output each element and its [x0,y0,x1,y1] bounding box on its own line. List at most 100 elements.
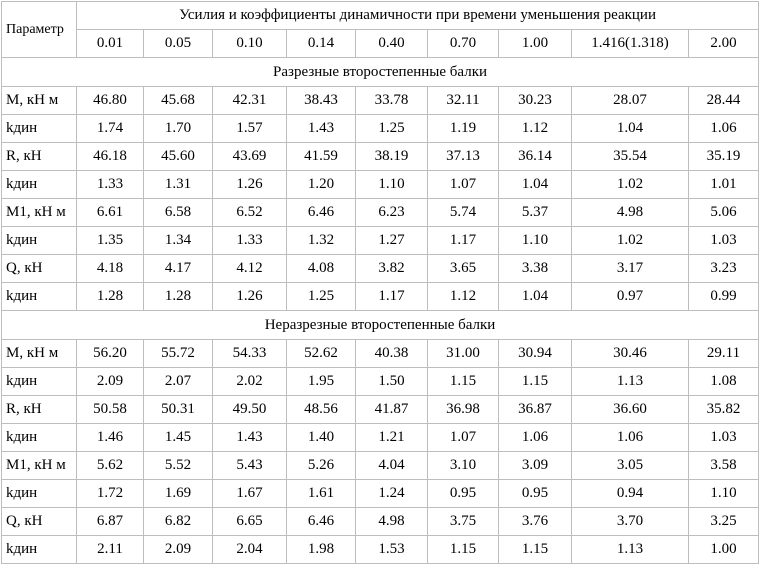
value-cell: 37.13 [427,142,499,171]
value-cell: 1.15 [498,535,572,564]
value-cell: 3.70 [571,507,689,536]
time-header-cell: 0.70 [427,29,499,58]
value-cell: 3.58 [687,451,760,480]
table-title: Усилия и коэффициенты динамичности при в… [75,1,760,30]
value-cell: 48.56 [286,395,356,424]
value-cell: 3.65 [427,254,499,283]
value-cell: 4.04 [355,451,428,480]
value-cell: 2.09 [143,535,213,564]
param-cell: M1, кН м [1,451,77,480]
value-cell: 35.82 [687,395,760,424]
param-cell: M, кН м [1,86,77,115]
value-cell: 46.18 [76,142,144,171]
table-row: kдин 1.46 1.45 1.43 1.40 1.21 1.07 1.06 1.06 1.03 [1,423,760,452]
value-cell: 3.82 [355,254,428,283]
value-cell: 36.14 [498,142,572,171]
value-cell: 1.06 [687,114,760,143]
param-cell: kдин [1,226,77,255]
value-cell: 1.13 [571,535,689,564]
value-cell: 31.00 [427,339,499,368]
value-cell: 1.15 [498,367,572,396]
value-cell: 1.33 [76,170,144,199]
value-cell: 1.67 [212,479,287,508]
value-cell: 1.25 [355,114,428,143]
value-cell: 4.98 [355,507,428,536]
table-row: kдин 1.35 1.34 1.33 1.32 1.27 1.17 1.10 1.02 1.03 [1,226,760,255]
value-cell: 36.60 [571,395,689,424]
value-cell: 6.46 [286,198,356,227]
value-cell: 45.60 [143,142,213,171]
value-cell: 1.12 [498,114,572,143]
param-column-header: Параметр [1,1,77,58]
time-header-cell: 1.00 [498,29,572,58]
value-cell: 30.23 [498,86,572,115]
value-cell: 1.95 [286,367,356,396]
value-cell: 0.95 [427,479,499,508]
value-cell: 1.07 [427,170,499,199]
value-cell: 1.26 [212,170,287,199]
section-title: Неразрезные второстепенные балки [0,310,760,340]
value-cell: 1.21 [355,423,428,452]
param-cell: kдин [1,282,77,311]
time-header-cell: 0.40 [355,29,428,58]
value-cell: 5.52 [143,451,213,480]
table-row: Q, кН 6.87 6.82 6.65 6.46 4.98 3.75 3.76 3.70 3.2… [1,507,760,536]
value-cell: 5.26 [286,451,356,480]
value-cell: 1.02 [571,226,689,255]
value-cell: 41.59 [286,142,356,171]
value-cell: 1.69 [143,479,213,508]
value-cell: 0.94 [571,479,689,508]
value-cell: 3.05 [571,451,689,480]
value-cell: 0.97 [571,282,689,311]
value-cell: 41.87 [355,395,428,424]
value-cell: 1.98 [286,535,356,564]
section-title: Разрезные второстепенные балки [0,57,760,87]
value-cell: 3.25 [687,507,760,536]
value-cell: 6.61 [76,198,144,227]
value-cell: 2.04 [212,535,287,564]
value-cell: 1.27 [355,226,428,255]
value-cell: 4.98 [571,198,689,227]
value-cell: 6.87 [76,507,144,536]
value-cell: 1.06 [498,423,572,452]
value-cell: 1.04 [571,114,689,143]
value-cell: 3.38 [498,254,572,283]
table-row: M1, кН м 6.61 6.58 6.52 6.46 6.23 5.74 5.37 4.98… [1,198,760,227]
value-cell: 4.12 [212,254,287,283]
value-cell: 1.31 [143,170,213,199]
value-cell: 1.17 [427,226,499,255]
value-cell: 1.46 [76,423,144,452]
value-cell: 1.72 [76,479,144,508]
value-cell: 33.78 [355,86,428,115]
value-cell: 40.38 [355,339,428,368]
value-cell: 1.33 [212,226,287,255]
time-header-cell: 2.00 [687,29,760,58]
value-cell: 6.23 [355,198,428,227]
value-cell: 1.10 [355,170,428,199]
value-cell: 3.10 [427,451,499,480]
value-cell: 1.17 [355,282,428,311]
value-cell: 2.02 [212,367,287,396]
param-cell: kдин [1,367,77,396]
value-cell: 4.08 [286,254,356,283]
value-cell: 55.72 [143,339,213,368]
param-cell: M1, кН м [1,198,77,227]
value-cell: 1.03 [687,423,760,452]
value-cell: 2.07 [143,367,213,396]
value-cell: 1.01 [687,170,760,199]
value-cell: 38.19 [355,142,428,171]
table-row: M, кН м 46.80 45.68 42.31 38.43 33.78 32.11 30.… [1,86,760,115]
param-cell: kдин [1,423,77,452]
value-cell: 50.31 [143,395,213,424]
value-cell: 35.54 [571,142,689,171]
value-cell: 5.37 [498,198,572,227]
param-cell: Q, кН [1,507,77,536]
value-cell: 3.76 [498,507,572,536]
value-cell: 1.04 [498,170,572,199]
value-cell: 50.58 [76,395,144,424]
time-values-row: 0.01 0.05 0.10 0.14 0.40 0.70 1.00 1.416(1.318)… [2,29,760,58]
table-row: kдин 1.72 1.69 1.67 1.61 1.24 0.95 0.95 0.94 1.10 [1,479,760,508]
table-row: R, кН 46.18 45.60 43.69 41.59 38.19 37.13 36.14… [1,142,760,171]
value-cell: 2.09 [76,367,144,396]
value-cell: 43.69 [212,142,287,171]
